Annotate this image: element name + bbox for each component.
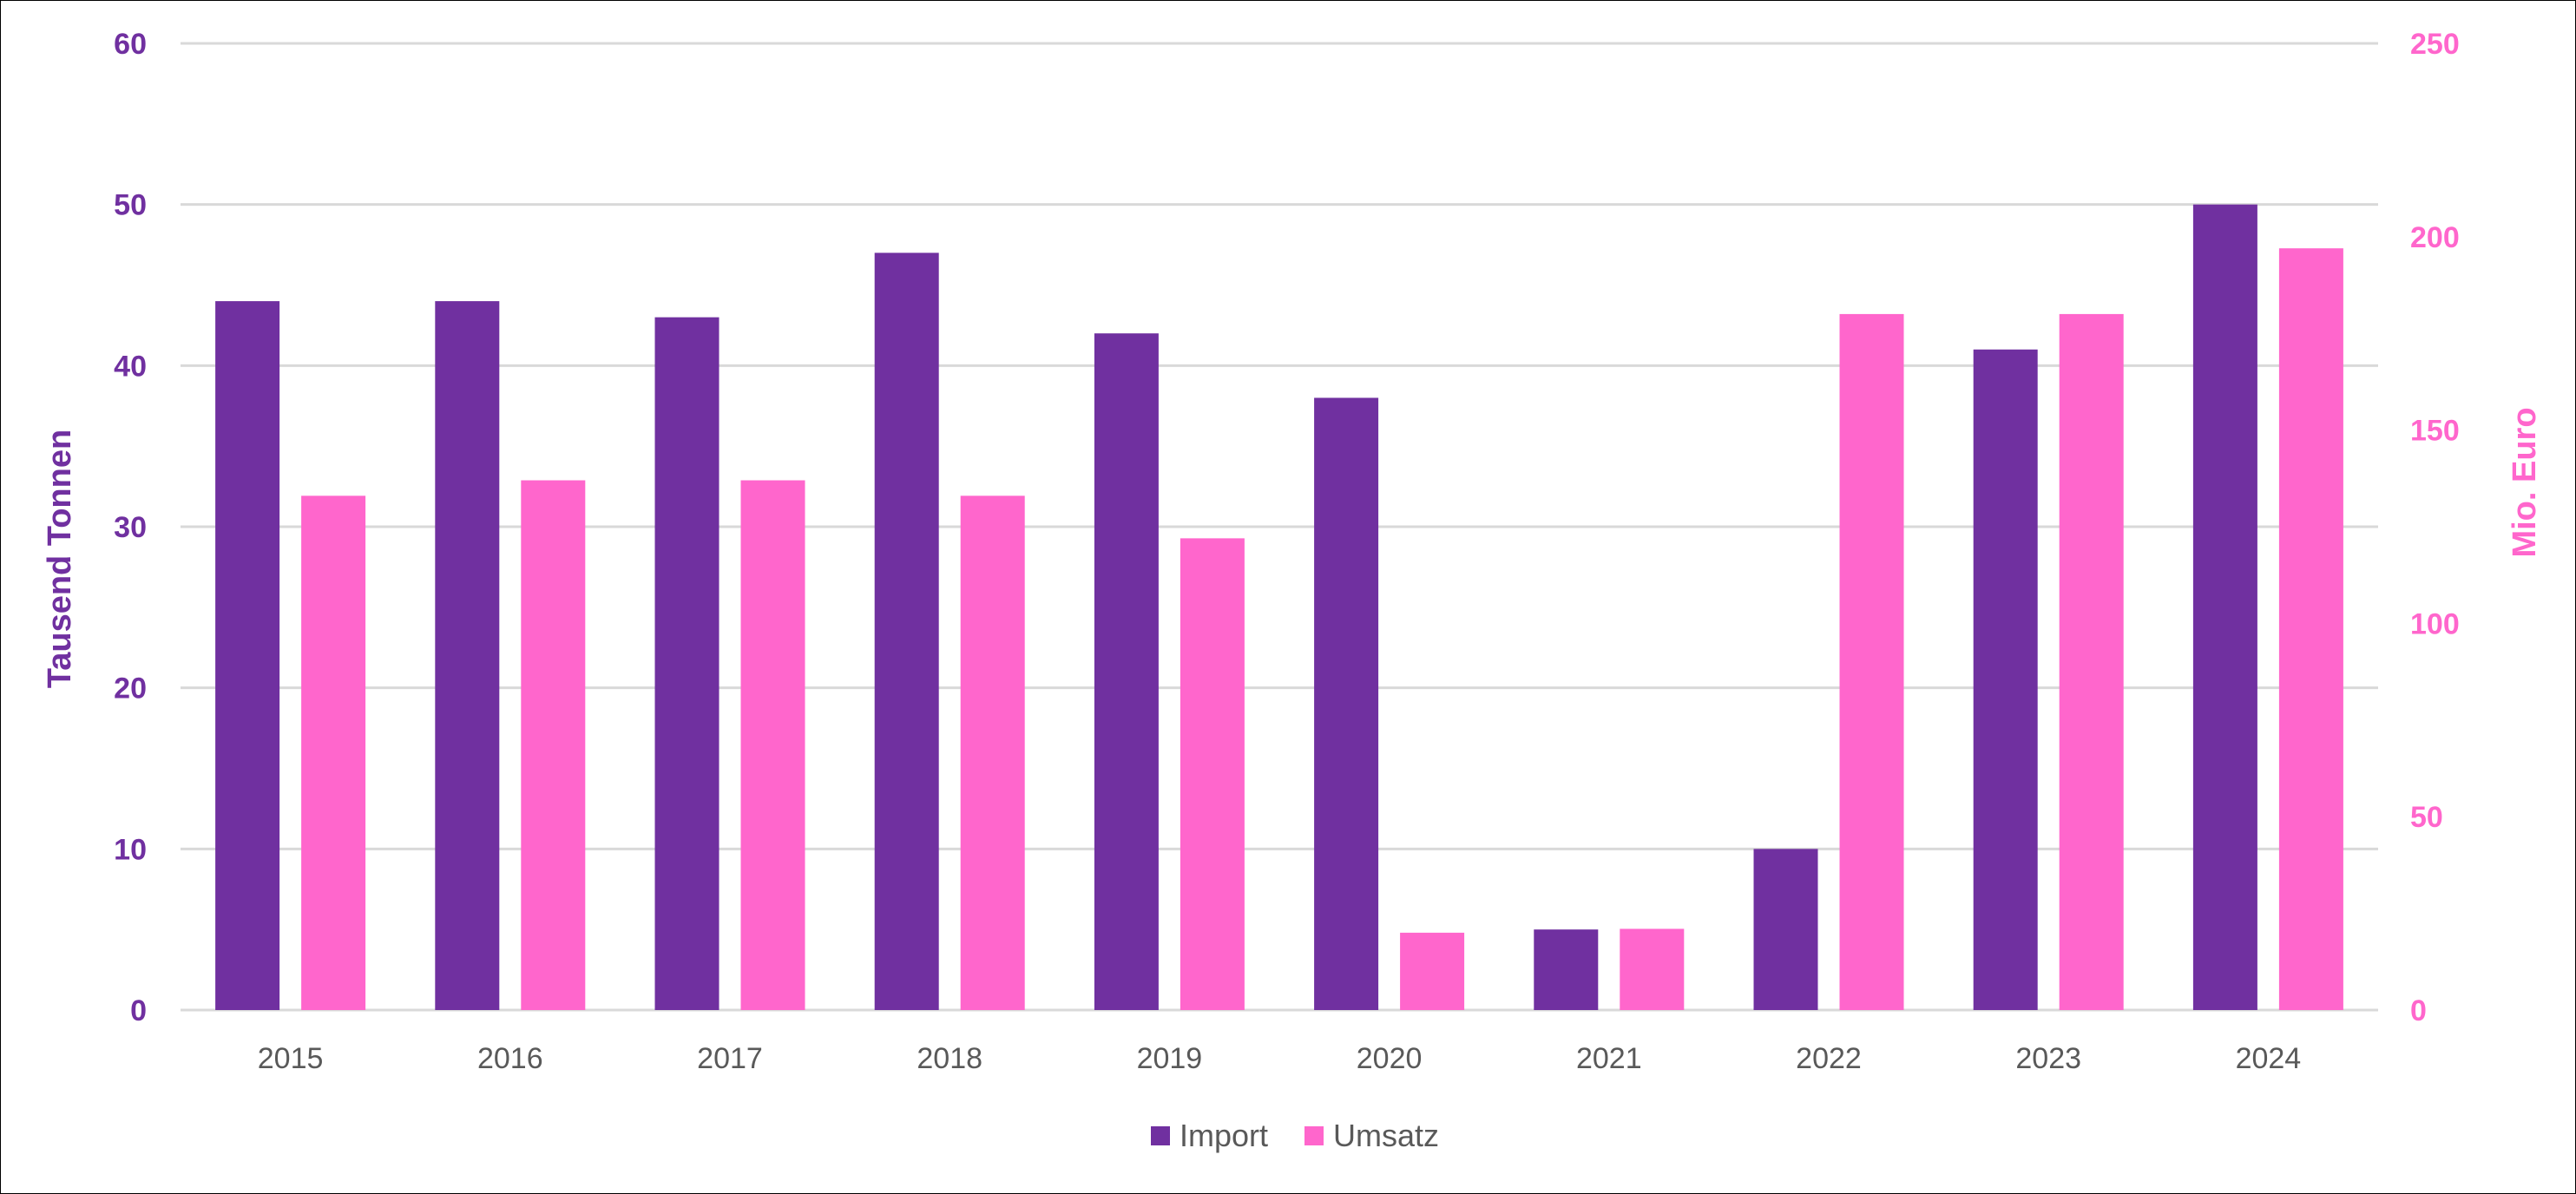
category-label: 2023 [2015, 1042, 2081, 1075]
bar-umsatz-2016 [521, 480, 586, 1010]
bar-umsatz-2023 [2059, 313, 2124, 1010]
bar-import-2021 [1534, 929, 1599, 1010]
bar-umsatz-2022 [1839, 313, 1904, 1010]
bar-umsatz-2018 [960, 495, 1025, 1010]
bar-import-2023 [1973, 349, 2038, 1010]
right-tick-label: 100 [2410, 607, 2460, 640]
legend-label-umsatz: Umsatz [1333, 1118, 1439, 1153]
bar-umsatz-2019 [1180, 538, 1245, 1010]
legend-label-import: Import [1180, 1118, 1268, 1153]
right-tick-label: 50 [2410, 801, 2443, 834]
gridlines [181, 42, 2378, 1012]
left-tick-label: 60 [114, 28, 147, 61]
bars [215, 204, 2343, 1011]
bar-umsatz-2017 [740, 480, 805, 1010]
bar-import-2022 [1753, 849, 1818, 1010]
legend-swatch-umsatz [1304, 1126, 1324, 1145]
right-tick-label: 200 [2410, 221, 2460, 254]
bar-umsatz-2020 [1400, 932, 1465, 1010]
bar-import-2024 [2192, 204, 2257, 1010]
legend-swatch-import [1151, 1126, 1170, 1145]
bar-import-2019 [1094, 333, 1159, 1010]
category-label: 2018 [917, 1042, 982, 1075]
left-tick-label: 20 [114, 672, 147, 705]
category-label: 2016 [477, 1042, 543, 1075]
legend: Import Umsatz [1151, 1118, 1439, 1153]
left-tick-label: 40 [114, 350, 147, 383]
category-label: 2019 [1137, 1042, 1203, 1075]
category-label: 2020 [1357, 1042, 1423, 1075]
category-label: 2015 [258, 1042, 324, 1075]
category-axis-ticks: 2015 2016 2017 2018 2019 2020 2021 2022 2023 2024 [258, 1042, 2301, 1075]
left-tick-label: 50 [114, 189, 147, 222]
left-axis-title: Tausend Tonnen [42, 430, 78, 688]
category-label: 2024 [2236, 1042, 2302, 1075]
right-tick-label: 150 [2410, 415, 2460, 448]
bar-import-2016 [435, 301, 500, 1011]
right-axis-title: Mio. Euro [2507, 407, 2543, 557]
right-tick-label: 0 [2410, 994, 2427, 1027]
bar-umsatz-2015 [301, 495, 366, 1010]
bar-import-2017 [654, 317, 720, 1011]
category-label: 2017 [697, 1042, 763, 1075]
left-tick-label: 0 [130, 994, 147, 1027]
bar-import-2015 [215, 301, 280, 1011]
left-axis-ticks: 0 10 20 30 40 50 60 [114, 28, 147, 1027]
category-label: 2021 [1576, 1042, 1642, 1075]
bar-umsatz-2024 [2278, 248, 2343, 1011]
bar-import-2020 [1314, 397, 1379, 1010]
left-tick-label: 10 [114, 833, 147, 866]
right-tick-label: 250 [2410, 28, 2460, 61]
category-label: 2022 [1796, 1042, 1862, 1075]
left-tick-label: 30 [114, 511, 147, 544]
right-axis-ticks: 0 50 100 150 200 250 [2410, 28, 2460, 1027]
bar-umsatz-2021 [1620, 928, 1685, 1010]
bar-import-2018 [874, 253, 939, 1010]
